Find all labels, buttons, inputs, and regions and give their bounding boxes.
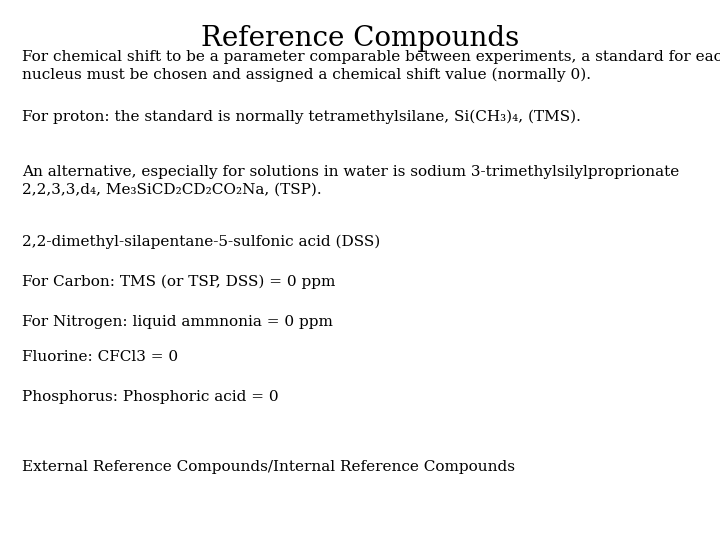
Text: For Carbon: TMS (or TSP, DSS) = 0 ppm: For Carbon: TMS (or TSP, DSS) = 0 ppm <box>22 275 336 289</box>
Text: For Nitrogen: liquid ammnonia = 0 ppm: For Nitrogen: liquid ammnonia = 0 ppm <box>22 315 333 329</box>
Text: 2,2-dimethyl-silapentane-5-sulfonic acid (DSS): 2,2-dimethyl-silapentane-5-sulfonic acid… <box>22 235 380 249</box>
Text: nucleus must be chosen and assigned a chemical shift value (normally 0).: nucleus must be chosen and assigned a ch… <box>22 68 591 83</box>
Text: For proton: the standard is normally tetramethylsilane, Si(CH₃)₄, (TMS).: For proton: the standard is normally tet… <box>22 110 581 124</box>
Text: For chemical shift to be a parameter comparable between experiments, a standard : For chemical shift to be a parameter com… <box>22 50 720 64</box>
Text: External Reference Compounds/Internal Reference Compounds: External Reference Compounds/Internal Re… <box>22 460 515 474</box>
Text: Reference Compounds: Reference Compounds <box>201 25 519 52</box>
Text: An alternative, especially for solutions in water is sodium 3-trimethylsilylprop: An alternative, especially for solutions… <box>22 165 679 179</box>
Text: 2,2,3,3,d₄, Me₃SiCD₂CD₂CO₂Na, (TSP).: 2,2,3,3,d₄, Me₃SiCD₂CD₂CO₂Na, (TSP). <box>22 183 322 197</box>
Text: Fluorine: CFCl3 = 0: Fluorine: CFCl3 = 0 <box>22 350 178 364</box>
Text: Phosphorus: Phosphoric acid = 0: Phosphorus: Phosphoric acid = 0 <box>22 390 279 404</box>
